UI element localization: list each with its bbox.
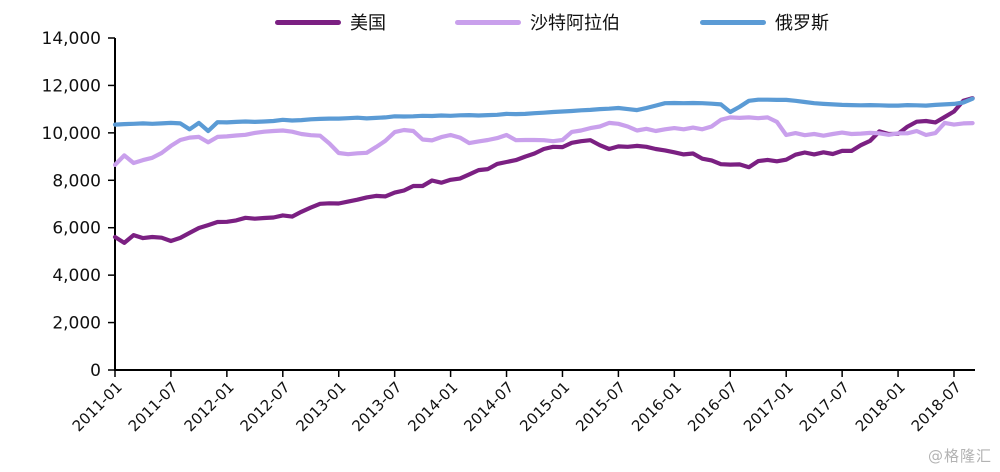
y-tick-label: 10,000 bbox=[42, 124, 101, 144]
y-tick-label: 0 bbox=[90, 361, 101, 381]
y-tick-label: 6,000 bbox=[52, 219, 101, 239]
chart-legend: 美国 沙特阿拉伯 俄罗斯 bbox=[0, 10, 1000, 34]
series-line-us bbox=[112, 96, 975, 245]
x-tick-label: 2014-01 bbox=[404, 378, 461, 435]
y-tick-label: 12,000 bbox=[42, 76, 101, 96]
legend-item-us: 美国 bbox=[275, 10, 386, 34]
axis-lines bbox=[114, 38, 975, 371]
y-tick-label: 4,000 bbox=[52, 266, 101, 286]
series-line-saudi bbox=[112, 115, 975, 167]
legend-label-saudi: 沙特阿拉伯 bbox=[530, 13, 620, 34]
x-tick-label: 2011-07 bbox=[125, 378, 182, 435]
x-tick-label: 2015-07 bbox=[572, 378, 629, 435]
legend-item-russia: 俄罗斯 bbox=[700, 10, 829, 34]
us-line-swatch bbox=[275, 19, 341, 25]
y-tick-label: 8,000 bbox=[52, 171, 101, 191]
saudi-line-swatch bbox=[455, 19, 521, 25]
x-tick-label: 2016-07 bbox=[684, 378, 741, 435]
gelonghui-watermark: @格隆汇 bbox=[927, 447, 992, 465]
x-tick-label: 2018-07 bbox=[908, 378, 965, 435]
x-tick-label: 2013-07 bbox=[348, 378, 405, 435]
y-tick-label: 2,000 bbox=[52, 314, 101, 334]
x-tick-label: 2014-07 bbox=[460, 378, 517, 435]
y-tick-label: 14,000 bbox=[42, 29, 101, 49]
x-tick-label: 2012-07 bbox=[237, 378, 294, 435]
series-line-russia bbox=[112, 96, 975, 134]
x-tick-label: 2016-01 bbox=[628, 378, 685, 435]
x-tick-label: 2011-01 bbox=[69, 378, 126, 435]
x-tick-label: 2017-07 bbox=[796, 378, 853, 435]
x-tick-label: 2017-01 bbox=[740, 378, 797, 435]
legend-item-saudi: 沙特阿拉伯 bbox=[455, 10, 620, 34]
russia-line-swatch bbox=[700, 19, 766, 25]
legend-label-us: 美国 bbox=[350, 13, 386, 34]
x-tick-label: 2012-01 bbox=[181, 378, 238, 435]
legend-label-russia: 俄罗斯 bbox=[775, 13, 829, 34]
x-tick-label: 2015-01 bbox=[516, 378, 573, 435]
x-tick-label: 2018-01 bbox=[852, 378, 909, 435]
x-tick-label: 2013-01 bbox=[293, 378, 350, 435]
